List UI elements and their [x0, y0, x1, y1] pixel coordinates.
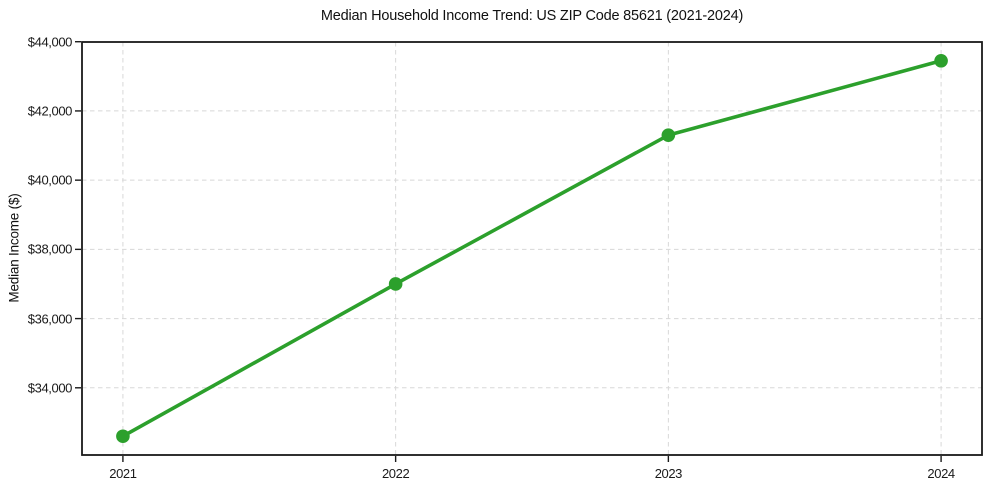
data-line	[122, 59, 942, 438]
x-tick-label: 2023	[654, 466, 683, 481]
plot-svg	[75, 41, 983, 462]
data-point-2022	[388, 277, 403, 291]
y-tick-label: $38,000	[27, 241, 73, 257]
x-tick-label: 2021	[109, 466, 137, 481]
chart-title: Median Household Income Trend: US ZIP Co…	[320, 8, 744, 24]
x-tick-label: 2022	[381, 466, 410, 481]
y-tick-label: $34,000	[27, 380, 73, 396]
plot-area	[75, 41, 983, 462]
y-tick-label: $36,000	[27, 311, 73, 327]
y-tick-label: $42,000	[27, 103, 73, 119]
data-point-2024	[934, 53, 948, 68]
y-tick-label: $40,000	[27, 172, 73, 188]
y-axis-label: Median Income ($)	[6, 193, 22, 303]
data-point-2021	[116, 429, 130, 444]
y-tick-label: $44,000	[27, 34, 73, 50]
data-point-2023	[661, 128, 676, 142]
axes-frame	[81, 41, 983, 456]
x-tick-label: 2024	[927, 466, 955, 481]
